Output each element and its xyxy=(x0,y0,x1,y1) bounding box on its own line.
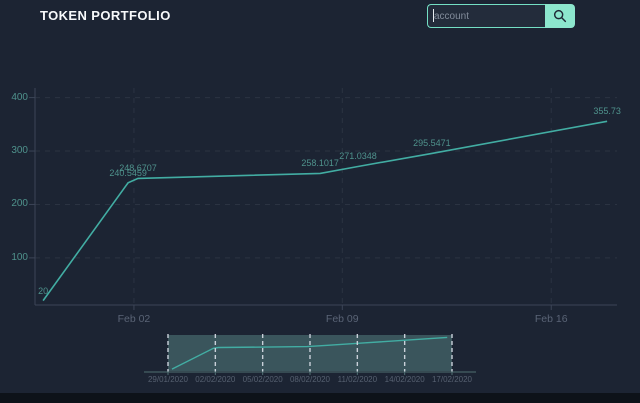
search-input[interactable] xyxy=(427,4,545,28)
bottom-bar xyxy=(0,393,640,403)
search-box xyxy=(427,4,575,28)
page-title: TOKEN PORTFOLIO xyxy=(40,8,171,23)
brush-line xyxy=(171,336,448,370)
portfolio-line xyxy=(42,120,608,302)
search-button[interactable] xyxy=(545,4,575,28)
magnifier-icon xyxy=(552,8,568,24)
text-caret xyxy=(433,9,434,22)
